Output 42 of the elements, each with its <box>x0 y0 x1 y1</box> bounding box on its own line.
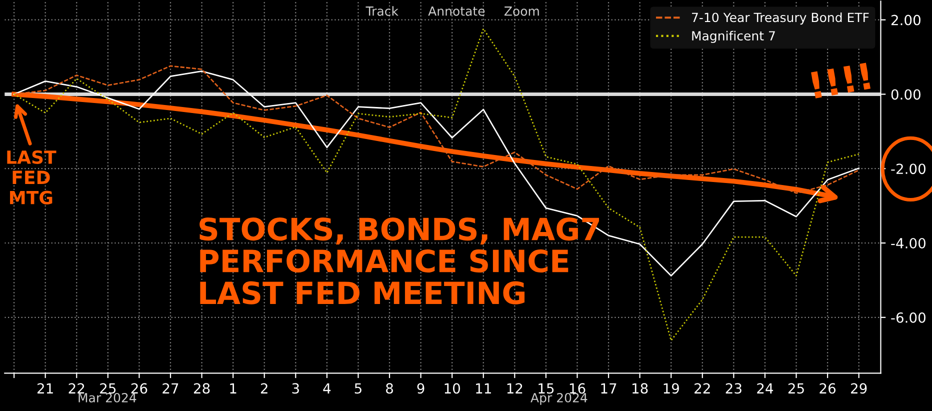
x-tick-label: 8 <box>386 383 393 394</box>
x-tick-label: 19 <box>664 383 679 394</box>
x-tick-label: 23 <box>726 383 742 394</box>
annotation: STOCKS, BONDS, MAG7 PERFORMANCE SINCE LAST FED MEETING <box>200 218 599 304</box>
x-tick-label: 26 <box>131 383 148 394</box>
x-tick-label: 22 <box>68 383 84 394</box>
y-tick-label: -2.00 <box>891 164 926 174</box>
x-tick-label: 5 <box>354 383 362 394</box>
text: Apr 2024 <box>530 392 588 405</box>
x-tick-label: 12 <box>507 383 522 394</box>
x-tick-label: 29 <box>851 383 867 394</box>
y-tick-label: -6.00 <box>891 312 926 323</box>
annotation: LAST FED MTG <box>7 150 56 204</box>
annotation: !!!! <box>811 62 870 98</box>
y-tick-label: -4.00 <box>891 238 926 248</box>
x-tick-label: 15 <box>538 383 554 394</box>
x-tick-label: 26 <box>820 383 836 394</box>
y-tick-label: 0.00 <box>891 89 920 100</box>
legend-label: 7-10 Year Treasury Bond ETF <box>692 12 869 25</box>
x-tick-label: 28 <box>194 383 210 394</box>
x-tick-label: 1 <box>230 383 236 394</box>
x-tick-label: 2 <box>260 383 268 394</box>
x-tick-label: 18 <box>632 383 648 394</box>
annotation: Annotate <box>428 6 485 16</box>
text: Mar 2024 <box>78 392 136 402</box>
x-tick-label: 11 <box>476 383 491 394</box>
x-tick-label: 25 <box>788 383 804 394</box>
annotation: Track <box>366 6 398 16</box>
x-tick-label: 22 <box>694 383 710 394</box>
y-tick-label: 2.00 <box>891 14 920 26</box>
x-tick-label: 9 <box>417 383 424 394</box>
x-tick-label: 10 <box>444 383 460 394</box>
annotation: Zoom <box>504 6 539 16</box>
x-tick-label: 25 <box>100 383 116 394</box>
legend-label: Magnificent 7 <box>692 30 775 43</box>
x-tick-label: 3 <box>292 383 299 394</box>
x-tick-label: 24 <box>757 383 774 394</box>
x-tick-label: 21 <box>38 383 53 394</box>
x-tick-label: 27 <box>162 383 178 394</box>
x-tick-label: 16 <box>570 383 586 394</box>
x-tick-label: 17 <box>601 383 616 394</box>
x-tick-label: 4 <box>323 383 331 394</box>
